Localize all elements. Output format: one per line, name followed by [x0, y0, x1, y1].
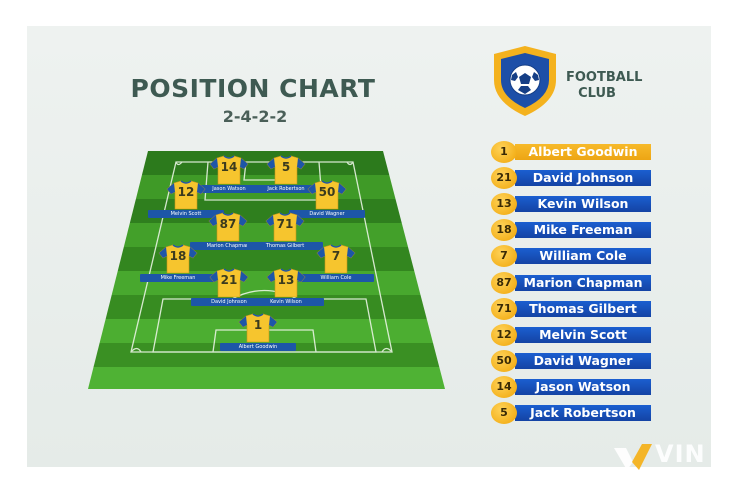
player-name-bar: Thomas Gilbert	[515, 300, 651, 317]
roster-row: Albert Goodwin 1	[491, 141, 651, 163]
player-number-badge: 1	[491, 141, 517, 163]
shield-soccer-ball-icon	[494, 46, 556, 116]
pitch-player: 87 Marion Chapman	[190, 212, 266, 256]
player-number-badge: 18	[491, 219, 517, 242]
jersey-icon	[265, 212, 305, 242]
watermark-brand: VIN	[655, 440, 706, 468]
player-name-bar: Marion Chapman	[515, 274, 651, 291]
player-name-bar: William Cole	[515, 248, 651, 265]
jersey-icon	[266, 155, 306, 185]
pitch-player: 12 Melvin Scott	[148, 180, 224, 224]
pitch-player: 71 Thomas Gilbert	[247, 212, 323, 256]
player-name-bar: Mike Freeman	[515, 222, 651, 239]
roster-row: Mike Freeman 18	[491, 219, 651, 242]
pitch-player: 21 David Johnson	[191, 268, 267, 312]
club-name-line1: FOOTBALL	[566, 70, 643, 85]
pitch-player-name: William Cole	[298, 274, 374, 282]
roster-row: William Cole 7	[491, 245, 651, 268]
club-name-line2: CLUB	[578, 86, 616, 101]
player-number-badge: 5	[491, 402, 517, 424]
pitch-player: 5 Jack Robertson	[248, 155, 324, 199]
jersey-icon	[209, 268, 249, 298]
jersey-number: 14	[220, 160, 238, 174]
pitch-player: 13 Kevin Wilson	[248, 268, 324, 312]
pitch-player: 14 Jason Watson	[191, 155, 267, 199]
pitch-player-name: Mike Freeman	[140, 274, 216, 282]
jersey-number: 5	[281, 160, 291, 174]
player-number-badge: 13	[491, 193, 517, 216]
jersey-number: 13	[277, 273, 295, 287]
pitch-player-name: Jason Watson	[191, 185, 267, 193]
player-name-bar: David Johnson	[515, 170, 651, 187]
jersey-number: 12	[177, 185, 195, 199]
roster-row: David Wagner 50	[491, 349, 651, 372]
jersey-number: 7	[331, 249, 341, 263]
jersey-number: 71	[276, 217, 294, 231]
jersey-number: 18	[169, 249, 187, 263]
pitch-player: 18 Mike Freeman	[140, 244, 216, 288]
jersey-icon	[158, 244, 198, 274]
pitch-player-name: David Johnson	[191, 298, 267, 306]
jersey-number: 1	[253, 318, 263, 332]
player-name-bar: Albert Goodwin	[515, 144, 651, 160]
pitch-player-name: Kevin Wilson	[248, 298, 324, 306]
roster-row: Jason Watson 14	[491, 375, 651, 398]
player-name-bar: Jason Watson	[515, 378, 651, 395]
club-name: FOOTBALL CLUB	[566, 70, 643, 102]
player-number-badge: 71	[491, 297, 517, 320]
roster-row: Melvin Scott 12	[491, 323, 651, 346]
formation-label: 2-4-2-2	[222, 107, 288, 126]
roster-row: Thomas Gilbert 71	[491, 297, 651, 320]
player-name-bar: Jack Robertson	[515, 405, 651, 421]
vin-logo-icon	[614, 444, 652, 470]
jersey-icon	[316, 244, 356, 274]
page-title: POSITION CHART	[130, 74, 376, 103]
player-number-badge: 12	[491, 323, 517, 346]
player-name-bar: Kevin Wilson	[515, 196, 651, 213]
pitch-player: 7 William Cole	[298, 244, 374, 288]
jersey-number: 87	[219, 217, 237, 231]
pitch-player-name: Melvin Scott	[148, 210, 224, 218]
pitch-player: 1 Albert Goodwin	[220, 313, 296, 357]
jersey-icon	[307, 180, 347, 210]
player-name-bar: David Wagner	[515, 352, 651, 369]
pitch-player-name: David Wagner	[289, 210, 365, 218]
jersey-icon	[266, 268, 306, 298]
pitch-player-name: Albert Goodwin	[220, 343, 296, 351]
roster-row: Jack Robertson 5	[491, 402, 651, 424]
pitch-player: 50 David Wagner	[289, 180, 365, 224]
roster-row: Marion Chapman 87	[491, 271, 651, 294]
jersey-icon	[238, 313, 278, 343]
jersey-icon	[208, 212, 248, 242]
player-name-bar: Melvin Scott	[515, 326, 651, 343]
player-number-badge: 21	[491, 167, 517, 190]
jersey-number: 50	[318, 185, 336, 199]
jersey-number: 21	[220, 273, 238, 287]
watermark-tagline: Win-Win Vint	[666, 468, 730, 479]
player-number-badge: 14	[491, 375, 517, 398]
jersey-icon	[166, 180, 206, 210]
pitch-player-name: Thomas Gilbert	[247, 242, 323, 250]
pitch-player-name: Jack Robertson	[248, 185, 324, 193]
pitch-player-name: Marion Chapman	[190, 242, 266, 250]
player-number-badge: 50	[491, 349, 517, 372]
roster-row: David Johnson 21	[491, 167, 651, 190]
player-number-badge: 87	[491, 271, 517, 294]
player-number-badge: 7	[491, 245, 517, 268]
jersey-icon	[209, 155, 249, 185]
roster-row: Kevin Wilson 13	[491, 193, 651, 216]
